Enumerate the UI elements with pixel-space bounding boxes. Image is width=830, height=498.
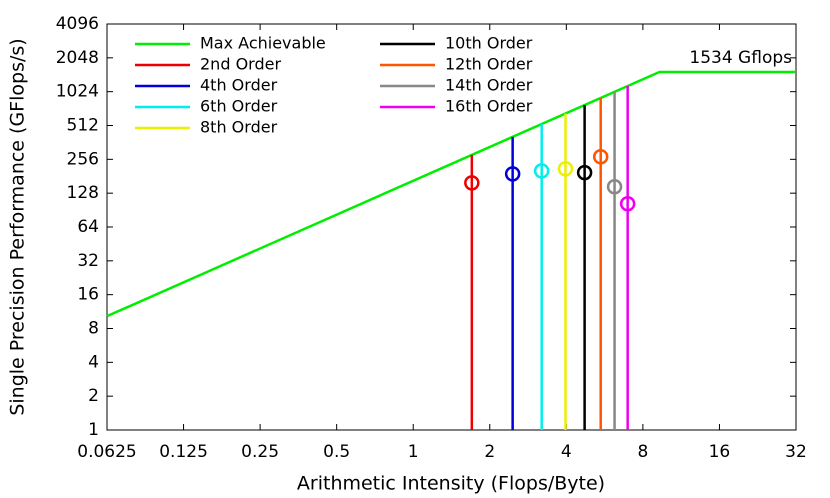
x-tick-label: 0.0625 — [77, 442, 136, 462]
x-tick-label: 1 — [408, 442, 419, 462]
legend-label: 16th Order — [445, 97, 533, 116]
y-tick-label: 4 — [88, 352, 99, 372]
performance-marker — [504, 166, 521, 182]
legend-label: 10th Order — [445, 34, 533, 53]
y-tick-label: 16 — [77, 285, 99, 305]
performance-marker — [557, 161, 574, 177]
y-tick-label: 128 — [67, 183, 99, 203]
x-tick-label: 0.25 — [241, 442, 279, 462]
x-tick-label: 32 — [785, 442, 807, 462]
y-tick-label: 2048 — [56, 48, 99, 68]
x-tick-label: 8 — [637, 442, 648, 462]
roofline — [106, 70, 796, 318]
y-tick-label: 64 — [77, 217, 99, 237]
performance-marker — [619, 196, 636, 212]
performance-marker — [533, 163, 550, 179]
y-tick-label: 256 — [67, 149, 99, 169]
y-tick-label: 512 — [67, 116, 99, 136]
y-tick-label: 4096 — [56, 14, 99, 34]
performance-marker — [576, 164, 593, 181]
x-tick-label: 16 — [709, 442, 731, 462]
x-tick-label: 4 — [561, 442, 572, 462]
legend-label: 6th Order — [200, 97, 278, 116]
y-tick-label: 8 — [88, 319, 99, 339]
legend-label: Max Achievable — [200, 34, 326, 53]
x-tick-label: 0.125 — [159, 442, 208, 462]
legend-label: 12th Order — [445, 55, 533, 74]
x-tick-label: 2 — [484, 442, 495, 462]
annotation: 1534 Gflops — [689, 48, 792, 68]
x-axis-label: Arithmetic Intensity (Flops/Byte) — [297, 473, 605, 495]
y-tick-label: 1 — [88, 420, 99, 440]
performance-marker — [606, 178, 623, 195]
y-tick-label: 32 — [77, 251, 99, 271]
y-axis-label: Single Precision Performance (GFlops/s) — [7, 38, 29, 415]
y-tick-label: 2 — [88, 386, 99, 406]
legend-label: 4th Order — [200, 76, 278, 95]
legend-label: 8th Order — [200, 118, 278, 137]
x-tick-label: 0.5 — [323, 442, 350, 462]
y-tick-label: 1024 — [56, 82, 99, 102]
performance-marker — [592, 148, 609, 165]
performance-marker — [464, 175, 480, 191]
legend-label: 14th Order — [445, 76, 533, 95]
legend-label: 2nd Order — [200, 55, 281, 74]
